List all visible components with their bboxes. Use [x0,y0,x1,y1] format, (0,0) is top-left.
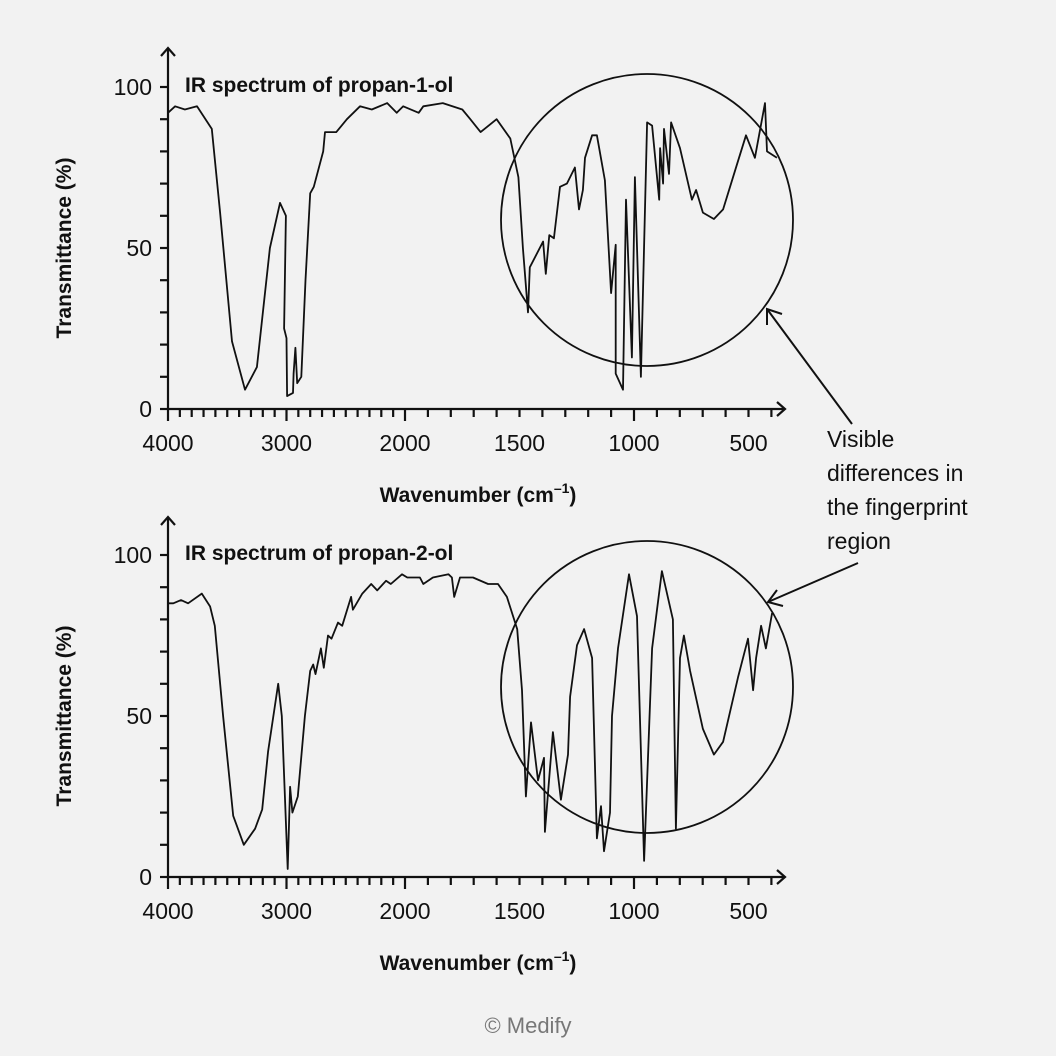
y-tick-label: 50 [126,235,152,261]
x-tick-label: 500 [729,898,767,924]
x-tick-label: 2000 [379,430,430,456]
x-tick-label: 1500 [494,898,545,924]
x-tick-label: 2000 [379,898,430,924]
x-axis-arrow-icon [776,869,787,885]
fingerprint-region-circle [500,73,794,367]
chart-title: IR spectrum of propan-2-ol [185,542,453,565]
x-tick-label: 4000 [142,430,193,456]
x-tick-label: 4000 [142,898,193,924]
arrow-to-bottom-circle [766,562,859,607]
spectrum-line-propan-2-ol [168,570,773,870]
y-tick-label: 0 [139,396,152,422]
x-tick-label: 3000 [261,430,312,456]
x-axis-title: Wavenumber (cm–1) [380,480,577,507]
x-axis-title-end: ) [569,484,576,507]
chart-propan-1-ol: 4000 3000 2000 1500 1000 500 0 50 100 Wavenumber … [53,46,794,507]
fingerprint-region-circle [500,540,794,834]
x-axis-title-text: Wavenumber (cm [380,484,554,507]
y-tick-label: 100 [114,542,152,568]
x-tick-label: 1500 [494,430,545,456]
annotation-line: Visible [827,426,894,452]
chart-propan-2-ol: 4000 3000 2000 1500 1000 500 0 50 100 Wavenumber … [53,515,794,975]
y-axis-title: Transmittance (%) [53,626,76,807]
y-axis-title: Transmittance (%) [53,158,76,339]
x-tick-label: 3000 [261,898,312,924]
x-axis-title-superscript: –1 [554,480,570,496]
x-axis-title: Wavenumber (cm–1) [380,948,577,975]
y-tick-label: 100 [114,74,152,100]
annotation-line: differences in [827,460,963,486]
y-tick-label: 50 [126,703,152,729]
annotation-line: region [827,528,891,554]
chart-title: IR spectrum of propan-1-ol [185,74,453,97]
annotation-line: the fingerprint [827,494,968,520]
x-tick-label: 1000 [608,898,659,924]
x-tick-label: 1000 [608,430,659,456]
y-axis-arrow-icon [160,515,176,526]
annotation: Visible differences in the fingerprint r… [766,307,968,607]
copyright: © Medify [484,1013,571,1038]
spectrum-line-propan-1-ol [167,102,778,397]
x-axis-title-superscript: –1 [554,948,570,964]
x-axis-arrow-icon [776,401,787,417]
y-tick-label: 0 [139,864,152,890]
arrow-to-top-circle [766,307,853,425]
x-axis-title-end: ) [569,952,576,975]
x-axis-title-text: Wavenumber (cm [380,952,554,975]
y-axis-arrow-icon [160,46,176,57]
x-tick-label: 500 [729,430,767,456]
